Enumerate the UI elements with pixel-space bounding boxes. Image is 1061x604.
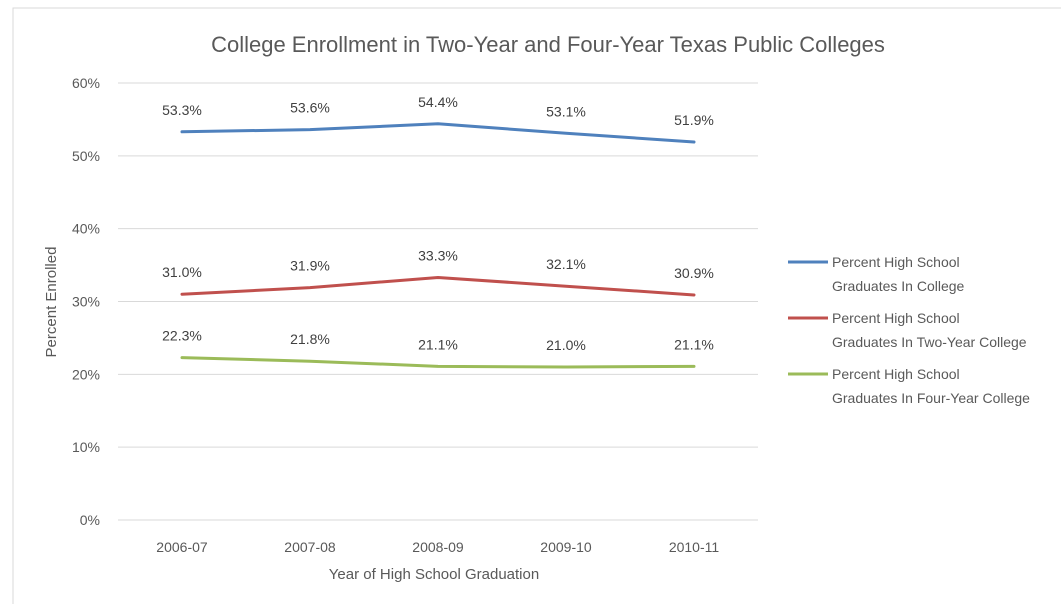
- x-tick-label: 2006-07: [156, 539, 208, 555]
- legend-entry-text: Graduates In Two-Year College: [832, 334, 1027, 350]
- y-axis-ticks: 0% 10% 20% 30% 40% 50% 60%: [72, 75, 100, 528]
- data-label: 21.0%: [546, 337, 586, 353]
- legend-entry-text: Graduates In Four-Year College: [832, 390, 1030, 406]
- legend-entry-text: Percent High School: [832, 366, 960, 382]
- x-tick-label: 2007-08: [284, 539, 336, 555]
- legend-entry-text: Percent High School: [832, 310, 960, 326]
- x-tick-label: 2009-10: [540, 539, 592, 555]
- data-label: 31.9%: [290, 258, 330, 274]
- series-line-3: [180, 356, 696, 369]
- data-label: 22.3%: [162, 328, 202, 344]
- x-axis-label: Year of High School Graduation: [329, 566, 539, 583]
- x-tick-label: 2008-09: [412, 539, 464, 555]
- legend-entry-text: Percent High School: [832, 254, 960, 270]
- data-labels: 53.3% 53.6% 54.4% 53.1% 51.9% 31.0% 31.9% 33.3%…: [162, 94, 714, 353]
- series-line-1: [180, 122, 696, 144]
- y-tick-label: 30%: [72, 294, 100, 310]
- series-line-2: [180, 275, 696, 297]
- y-tick-label: 20%: [72, 366, 100, 382]
- chart-border: [12, 7, 1061, 604]
- data-label: 33.3%: [418, 247, 458, 263]
- series-group: [180, 122, 696, 369]
- data-label: 32.1%: [546, 256, 586, 272]
- gridlines: [118, 82, 758, 521]
- data-label: 31.0%: [162, 264, 202, 280]
- data-label: 21.8%: [290, 331, 330, 347]
- legend-entry-text: Graduates In College: [832, 278, 965, 294]
- data-label: 54.4%: [418, 94, 458, 110]
- y-tick-label: 10%: [72, 439, 100, 455]
- y-tick-label: 0%: [80, 512, 100, 528]
- x-axis-ticks: 2006-07 2007-08 2008-09 2009-10 2010-11: [156, 539, 719, 555]
- y-tick-label: 60%: [72, 75, 100, 91]
- y-axis-label: Percent Enrolled: [43, 247, 60, 358]
- data-label: 30.9%: [674, 265, 714, 281]
- chart-title: College Enrollment in Two-Year and Four-…: [211, 32, 885, 57]
- data-label: 21.1%: [674, 336, 714, 352]
- data-label: 53.6%: [290, 100, 330, 116]
- y-tick-label: 40%: [72, 221, 100, 237]
- data-label: 53.1%: [546, 103, 586, 119]
- data-label: 53.3%: [162, 102, 202, 118]
- data-label: 51.9%: [674, 112, 714, 128]
- data-label: 21.1%: [418, 336, 458, 352]
- x-tick-label: 2010-11: [669, 539, 720, 555]
- legend: Percent High School Graduates In College P…: [788, 254, 1030, 406]
- y-tick-label: 50%: [72, 148, 100, 164]
